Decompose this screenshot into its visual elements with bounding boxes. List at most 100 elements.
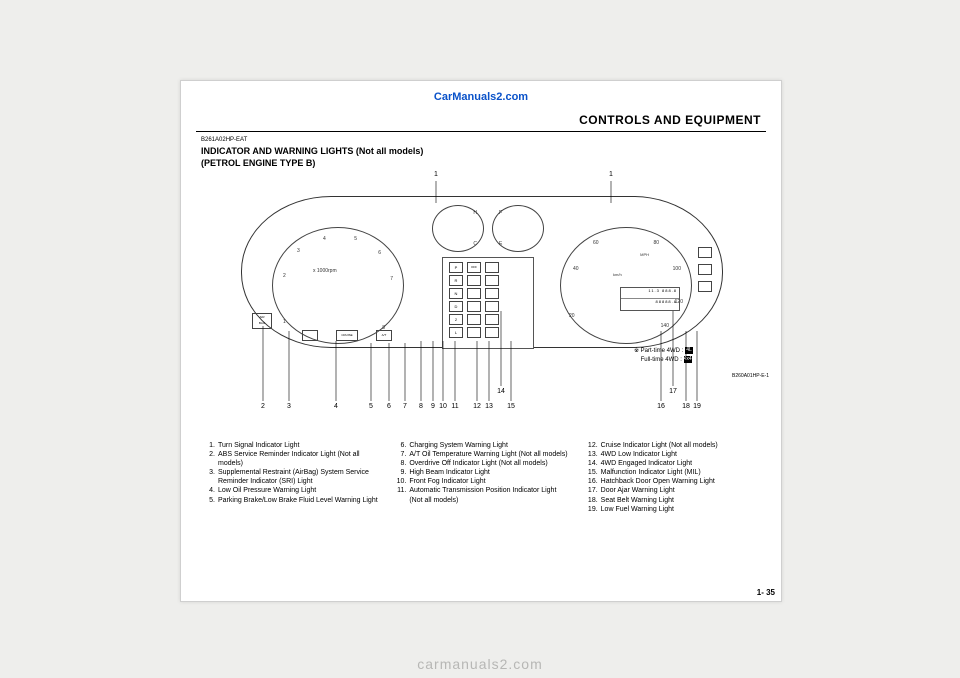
instrument-cluster: 1 2 3 4 5 6 7 8 x 1000rpm 20 40 60 80 10… [241,181,721,371]
center-indicator-panel: P R N D 2 L OFF [442,257,534,349]
callout-17: 17 [666,388,680,395]
speedometer-gauge: 20 40 60 80 100 120 140 MPH km/h [560,227,692,344]
note-box-parttime: 4L [685,347,693,354]
fuel-icon [698,281,712,292]
figure-heading: INDICATOR AND WARNING LIGHTS (Not all mo… [201,145,423,169]
legend-item: Automatic Transmission Position Indicato… [409,486,569,504]
heading-line1: INDICATOR AND WARNING LIGHTS (Not all mo… [201,146,423,156]
indicator-box [467,314,481,325]
manual-page: CarManuals2.com CONTROLS AND EQUIPMENT B… [180,80,782,602]
tach-tick: 6 [378,250,381,256]
legend-item: Malfunction Indicator Light (MIL) [601,468,761,477]
legend-item: Hatchback Door Open Warning Light [601,477,761,486]
divider [196,131,766,132]
tach-tick: 7 [390,276,393,282]
callout-19: 19 [690,403,704,410]
tach-unit: x 1000rpm [313,268,337,274]
tach-tick: 3 [297,248,300,254]
airbag-indicator: AIR BAG [252,313,272,329]
figure-code: B260A01HP-E-1 [732,373,769,379]
tach-tick: 2 [283,273,286,279]
cruise-indicator: CRUISE [336,330,358,341]
tach-tick: 4 [323,236,326,242]
callout-1b: 1 [604,171,618,178]
legend-col-1: 1.Turn Signal Indicator Light 2.ABS Serv… [201,441,378,514]
page-number: 1- 35 [757,588,775,597]
legend-col-3: 12.Cruise Indicator Light (Not all model… [584,441,761,514]
callout-15: 15 [504,403,518,410]
indicator-box [485,314,499,325]
tach-tick: 5 [354,236,357,242]
legend-item: Parking Brake/Low Brake Fluid Level Warn… [218,496,378,505]
callout-5: 5 [364,403,378,410]
prndl-box: R [449,275,463,286]
callout-14: 14 [494,388,508,395]
spd-tick: 40 [573,266,579,272]
fuel-gauge: F E [492,205,544,252]
callout-11: 11 [448,403,462,410]
legend-item: Overdrive Off Indicator Light (Not all m… [409,459,569,468]
at-indicator: A/T [376,330,392,341]
spd-tick: 20 [569,313,575,319]
legend-item: Seat Belt Warning Light [601,496,761,505]
site-brand: CarManuals2.com [181,91,781,103]
od-off-box: OFF [467,262,481,273]
tach-tick: 1 [283,319,286,325]
legend-col-2: 6.Charging System Warning Light 7.A/T Oi… [392,441,569,514]
indicator-box [467,327,481,338]
legend-item: A/T Oil Temperature Warning Light (Not a… [409,450,569,459]
prndl-box: 2 [449,314,463,325]
fourwd-note: ※ Part-time 4WD : 4L Full-time 4WD : 4x4 [634,347,693,365]
callout-16: 16 [654,403,668,410]
note-line2: Full-time 4WD : [641,357,682,363]
indicator-box [485,288,499,299]
indicator-box [485,301,499,312]
indicator-box [485,327,499,338]
indicator-box [467,275,481,286]
indicator-box [485,262,499,273]
legend-item: Door Ajar Warning Light [601,486,761,495]
prndl-box: L [449,327,463,338]
indicator-column: OFF [467,262,481,342]
prndl-box: P [449,262,463,273]
legend-item: Cruise Indicator Light (Not all models) [601,441,761,450]
prndl-box: D [449,301,463,312]
odometer-lcd: 11.3 888.8 88888.8 [620,287,680,311]
legend-item: High Beam Indicator Light [409,468,569,477]
spd-tick: 100 [673,266,681,272]
heading-line2: (PETROL ENGINE TYPE B) [201,158,315,168]
legend-item: Low Oil Pressure Warning Light [218,486,378,495]
legend-item: Front Fog Indicator Light [409,477,569,486]
prndl-box: N [449,288,463,299]
legend-item: Low Fuel Warning Light [601,505,761,514]
note-box-fulltime: 4x4 [684,356,692,363]
fuel-e: E [499,241,502,247]
temp-gauge: H C [432,205,484,252]
spd-tick: 80 [653,240,659,246]
legend-item: 4WD Engaged Indicator Light [601,459,761,468]
note-line1: ※ Part-time 4WD : [634,348,683,354]
legend-item: Turn Signal Indicator Light [218,441,378,450]
spd-tick: 60 [593,240,599,246]
callout-1a: 1 [429,171,443,178]
temp-c: C [473,241,477,247]
watermark: carmanuals2.com [0,656,960,672]
tachometer-gauge: 1 2 3 4 5 6 7 8 x 1000rpm [272,227,404,344]
temp-h: H [473,210,477,216]
indicator-box [467,301,481,312]
spd-kmh: km/h [613,272,622,277]
cluster-housing: 1 2 3 4 5 6 7 8 x 1000rpm 20 40 60 80 10… [241,196,723,348]
spd-mph: MPH [640,252,649,257]
indicator-column [485,262,499,342]
trip-row: 11.3 888.8 [621,288,679,299]
legend-item: ABS Service Reminder Indicator Light (No… [218,450,378,468]
callout-6: 6 [382,403,396,410]
odo-row: 88888.8 [621,299,679,309]
legend: 1.Turn Signal Indicator Light 2.ABS Serv… [201,441,761,514]
callout-13: 13 [482,403,496,410]
indicator-box [467,288,481,299]
indicator-box [485,275,499,286]
fuel-f: F [499,210,502,216]
legend-item: Charging System Warning Light [409,441,569,450]
callout-7: 7 [398,403,412,410]
